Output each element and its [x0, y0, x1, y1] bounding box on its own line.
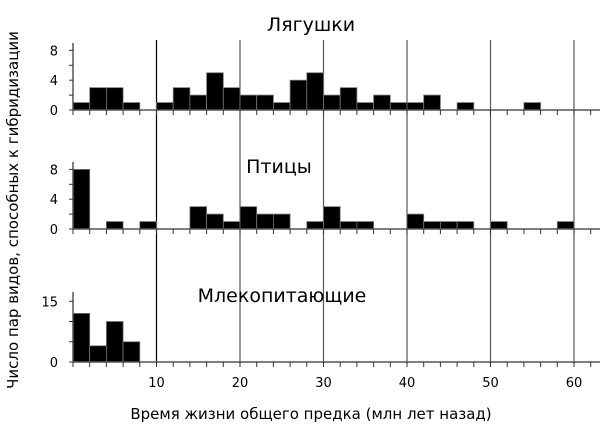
y-tick-label: 4 — [50, 74, 58, 89]
histogram-bar — [222, 87, 241, 111]
panel-title: Лягушки — [267, 14, 355, 36]
histogram-bar — [406, 213, 425, 230]
histogram-bar — [356, 102, 374, 111]
histogram-bar — [206, 213, 224, 230]
histogram-bar — [556, 221, 575, 230]
histogram-bar — [439, 221, 458, 230]
histogram-bar — [339, 87, 358, 111]
x-tick-label: 40 — [399, 376, 416, 391]
histogram-bar — [423, 221, 441, 230]
x-tick-labels: 10 20 30 40 50 60 — [148, 376, 582, 391]
histogram-bar — [406, 102, 425, 111]
histogram-bar — [272, 213, 291, 230]
panel-2: 0 4 8 Птицы — [50, 156, 600, 238]
x-tick-label: 10 — [148, 376, 165, 391]
histogram-bar — [272, 102, 291, 111]
panels: 0 4 8 Лягушки 0 4 8 Птицы 0 15 Млекопитающие — [41, 14, 600, 371]
histogram-bar — [206, 72, 224, 111]
x-axis-title: Время жизни общего предка (млн лет назад… — [130, 405, 491, 423]
histogram-bar — [523, 102, 542, 111]
histogram-bar — [239, 206, 258, 230]
histogram-bar — [339, 221, 358, 230]
y-tick-label: 8 — [50, 44, 58, 59]
x-tick-label: 20 — [232, 376, 249, 391]
y-axis-title: Число пар видов, способных к гибридизаци… — [4, 31, 22, 389]
x-tick-label: 50 — [482, 376, 499, 391]
y-tick-label: 15 — [41, 295, 58, 310]
histogram-bar — [456, 102, 475, 111]
histogram-bar — [256, 94, 274, 111]
histogram-bar — [423, 94, 441, 111]
histogram-bar — [189, 94, 207, 111]
histogram-bar — [323, 206, 341, 230]
histogram-bar — [373, 94, 391, 111]
panel-1: 0 4 8 Лягушки — [50, 14, 600, 119]
histogram-bar — [256, 213, 274, 230]
histogram-bar — [289, 79, 308, 111]
y-tick-label: 0 — [50, 223, 58, 238]
histogram-bar — [323, 94, 341, 111]
histogram-bar — [72, 102, 91, 111]
y-tick-label: 0 — [50, 104, 58, 119]
histogram-bar — [156, 102, 174, 111]
histogram-bar — [122, 341, 141, 363]
x-tick-label: 30 — [315, 376, 332, 391]
histogram-bar — [72, 168, 91, 230]
x-tick-label: 60 — [566, 376, 583, 391]
histogram-bar — [456, 221, 475, 230]
histogram-bar — [106, 221, 124, 230]
histogram-bar — [490, 221, 508, 230]
histogram-bar — [89, 345, 107, 363]
histogram-bar — [389, 102, 408, 111]
histogram-bar — [189, 206, 207, 230]
panel-title: Млекопитающие — [198, 285, 367, 307]
histogram-bar — [306, 72, 324, 111]
histogram-bar — [106, 87, 124, 111]
y-tick-label: 0 — [50, 356, 58, 371]
histogram-bar — [106, 321, 124, 363]
y-tick-label: 8 — [50, 163, 58, 178]
histogram-bar — [356, 221, 374, 230]
panel-title: Птицы — [246, 156, 312, 178]
panel-3: 0 15 Млекопитающие — [41, 285, 600, 371]
histogram-bar — [139, 221, 157, 230]
histogram-bar — [72, 312, 91, 363]
histogram-bar — [172, 87, 191, 111]
histogram-bar — [239, 94, 258, 111]
histogram-bar — [306, 221, 324, 230]
histogram-bar — [89, 87, 107, 111]
histogram-bar — [122, 102, 141, 111]
histogram-bar — [222, 221, 241, 230]
y-tick-label: 4 — [50, 193, 58, 208]
